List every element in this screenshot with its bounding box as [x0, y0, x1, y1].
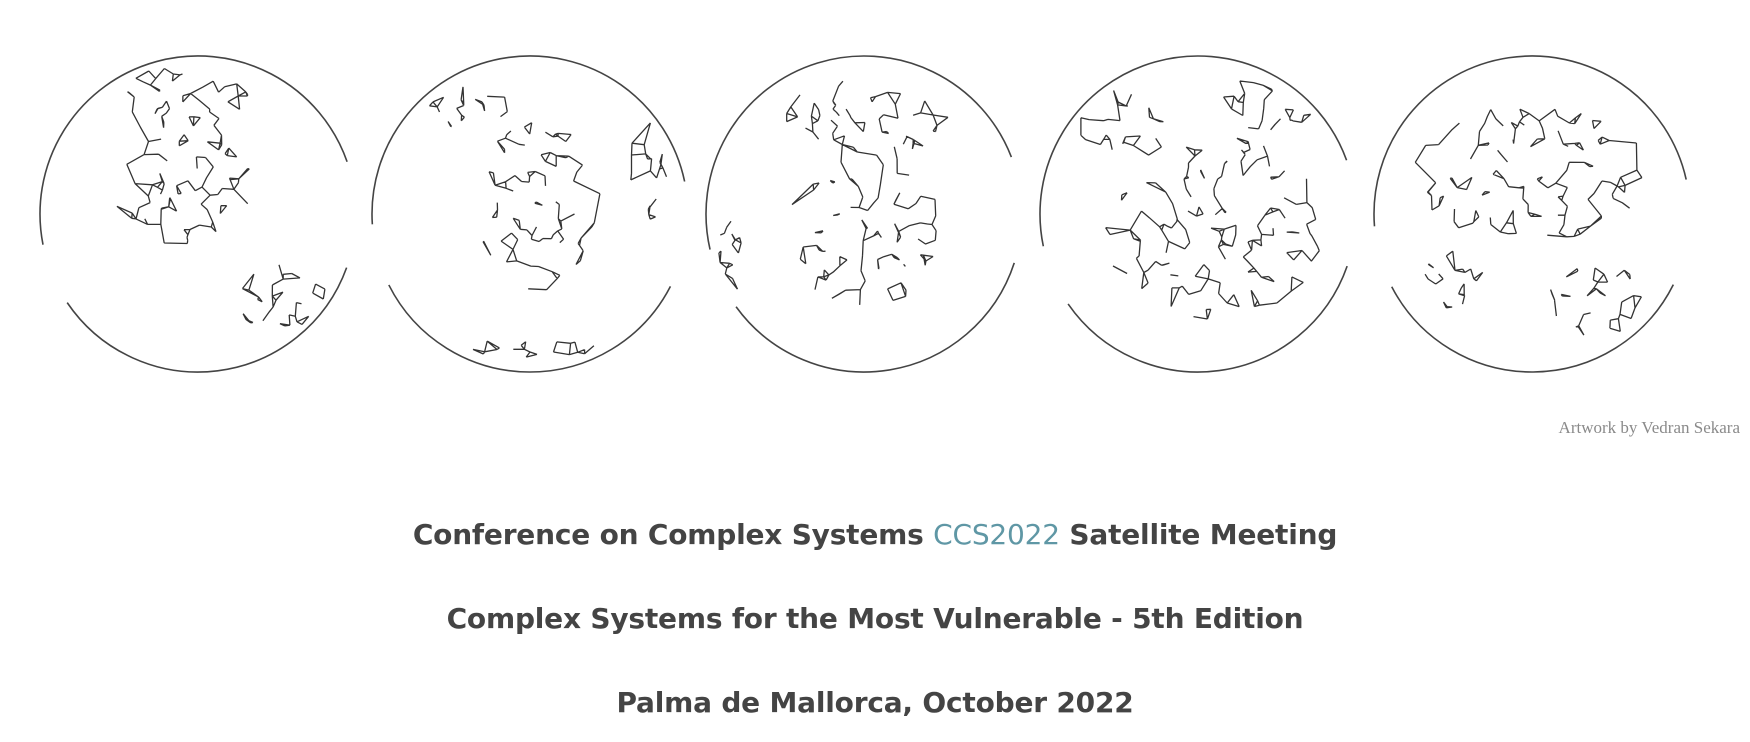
- network-links: [116, 67, 326, 327]
- conference-title-prefix: Conference on Complex Systems: [412, 518, 934, 551]
- location-date: Palma de Mallorca, October 2022: [616, 686, 1134, 719]
- network-links: [718, 80, 949, 305]
- globe-north-america: [39, 55, 348, 373]
- globe-outline: [1373, 55, 1687, 227]
- edition-title: Complex Systems for the Most Vulnerable …: [446, 602, 1304, 635]
- network-links: [1414, 108, 1643, 336]
- globe-outline: [1067, 265, 1348, 373]
- network-links: [429, 86, 668, 358]
- globe-outline: [735, 262, 1016, 373]
- network-links: [1080, 80, 1320, 320]
- globe-outline: [66, 267, 348, 373]
- ccs2022-link[interactable]: CCS2022: [933, 518, 1060, 551]
- globe-outline: [388, 284, 672, 373]
- globe-outline: [705, 55, 1013, 250]
- globe-outline: [1039, 55, 1348, 247]
- conference-title-suffix: Satellite Meeting: [1059, 518, 1338, 551]
- globe-asia: [1039, 55, 1348, 373]
- network-globes-banner: [39, 55, 1687, 373]
- globe-outline: [39, 55, 348, 245]
- globe-outline: [371, 55, 686, 225]
- artwork-credit: Artwork by Vedran Sekara: [1558, 418, 1740, 437]
- globe-africa-europe: [705, 55, 1016, 373]
- globes-artwork: [39, 55, 1687, 373]
- globe-south-america: [371, 55, 686, 373]
- globe-asia-pacific: [1373, 55, 1687, 373]
- conference-title: Conference on Complex Systems CCS2022 Sa…: [0, 518, 1750, 551]
- globe-outline: [1391, 284, 1675, 373]
